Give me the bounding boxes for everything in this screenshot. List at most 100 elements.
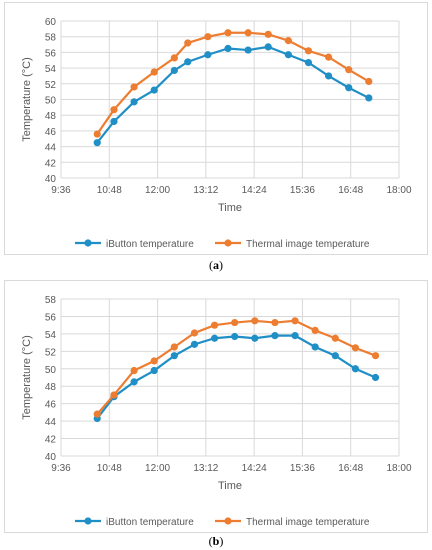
data-point-ibutton: [365, 94, 373, 102]
y-tick-label: 44: [45, 143, 57, 154]
x-tick-label: 18:00: [386, 185, 411, 196]
x-tick-label: 16:48: [338, 185, 363, 196]
data-point-ibutton: [324, 72, 333, 80]
data-point-ibutton: [251, 334, 259, 342]
series-line-ibutton: [96, 45, 370, 144]
x-tick-label: 9:36: [51, 185, 71, 196]
data-point-thermal: [224, 29, 232, 37]
data-point-thermal: [110, 391, 118, 399]
x-tick-label: 10:48: [97, 185, 122, 196]
y-tick-label: 46: [45, 127, 57, 138]
data-point-ibutton: [331, 352, 339, 360]
legend-label: Thermal image temperature: [246, 239, 370, 250]
data-point-ibutton: [170, 66, 178, 75]
data-point-thermal: [130, 366, 138, 375]
y-tick-label: 58: [45, 295, 57, 306]
data-point-thermal: [93, 410, 101, 418]
y-tick-label: 58: [45, 33, 57, 44]
x-tick-label: 13:12: [193, 463, 218, 474]
y-tick-label: 54: [45, 330, 57, 341]
data-point-ibutton: [224, 44, 232, 53]
caption-b: (b): [208, 534, 224, 548]
data-point-thermal: [170, 343, 178, 351]
data-point-ibutton: [204, 51, 212, 59]
y-tick-label: 50: [45, 365, 57, 376]
y-tick-label: 50: [45, 96, 57, 107]
data-point-thermal: [371, 352, 380, 360]
data-point-thermal: [311, 326, 319, 334]
data-point-ibutton: [304, 59, 313, 67]
legend-swatch-marker: [224, 239, 232, 247]
chart-panel-a: 40 42 44 46 48 50 52 54 56 58 60 9:36 10:48 12:00 13:1…: [4, 2, 428, 255]
data-point-ibutton: [184, 58, 192, 66]
legend-label: iButton temperature: [106, 239, 194, 250]
y-tick-label: 40: [45, 174, 57, 185]
data-point-thermal: [184, 39, 192, 47]
y-axis-title: Temperature (°C): [21, 335, 33, 419]
y-tick-label: 52: [45, 347, 57, 358]
y-tick-label: 40: [45, 452, 57, 463]
data-point-thermal: [324, 53, 333, 61]
data-point-ibutton: [150, 86, 158, 94]
x-tick-label: 16:48: [338, 463, 363, 474]
data-point-thermal: [110, 106, 118, 114]
legend-swatch-marker: [84, 517, 92, 525]
data-point-ibutton: [130, 378, 138, 386]
data-point-ibutton: [93, 139, 101, 147]
y-tick-label: 52: [45, 80, 57, 91]
data-point-thermal: [291, 317, 299, 325]
data-point-thermal: [365, 77, 373, 86]
x-tick-label: 12:00: [145, 463, 170, 474]
data-point-thermal: [150, 68, 158, 76]
caption-a: (a): [209, 258, 223, 272]
data-point-ibutton: [130, 98, 138, 106]
x-tick-label: 14:24: [242, 463, 267, 474]
y-tick-label: 56: [45, 312, 57, 323]
x-tick-label: 14:24: [242, 185, 267, 196]
data-point-thermal: [231, 318, 239, 327]
y-tick-label: 46: [45, 400, 57, 411]
data-point-ibutton: [231, 332, 239, 341]
y-tick-label: 48: [45, 382, 57, 393]
caption-a-letter: a: [213, 258, 219, 272]
data-point-thermal: [204, 33, 212, 41]
data-point-thermal: [93, 130, 101, 138]
data-point-thermal: [244, 29, 252, 37]
x-axis-title: Time: [218, 480, 242, 492]
data-point-thermal: [304, 47, 313, 55]
data-point-ibutton: [110, 117, 118, 126]
data-point-thermal: [210, 321, 219, 329]
data-point-thermal: [190, 329, 199, 337]
data-point-ibutton: [351, 365, 360, 373]
data-point-thermal: [351, 344, 360, 352]
y-tick-label: 48: [45, 111, 57, 122]
data-point-ibutton: [291, 332, 299, 340]
caption-b-letter: b: [212, 534, 220, 548]
series-line-ibutton: [96, 334, 376, 420]
data-point-thermal: [264, 30, 272, 38]
chart-panel-b: 40 42 44 46 48 50 52 54 56 58 9:36 10:48 12:00 13:12 1…: [4, 280, 428, 533]
data-point-ibutton: [271, 332, 279, 340]
data-point-thermal: [345, 66, 353, 74]
x-tick-label: 15:36: [290, 463, 315, 474]
x-tick-label: 15:36: [290, 185, 315, 196]
data-point-thermal: [170, 54, 178, 62]
x-tick-label: 13:12: [193, 185, 218, 196]
x-axis-title: Time: [218, 202, 242, 214]
data-point-ibutton: [284, 51, 292, 59]
data-point-ibutton: [210, 334, 219, 342]
data-point-thermal: [271, 318, 279, 327]
data-point-thermal: [251, 317, 259, 325]
data-point-ibutton: [244, 46, 252, 54]
data-point-ibutton: [190, 340, 199, 348]
x-tick-label: 12:00: [145, 185, 170, 196]
data-point-ibutton: [170, 352, 178, 360]
legend-swatch-marker: [84, 239, 92, 247]
y-tick-label: 56: [45, 48, 57, 59]
y-tick-label: 42: [45, 158, 57, 169]
data-point-thermal: [130, 83, 138, 91]
legend-label: iButton temperature: [106, 517, 194, 528]
y-tick-label: 42: [45, 435, 57, 446]
data-point-thermal: [150, 357, 158, 365]
